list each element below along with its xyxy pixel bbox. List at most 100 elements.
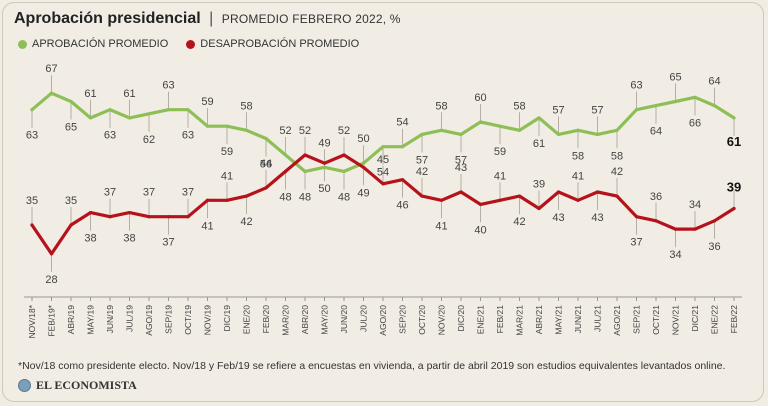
disapproval-data-point xyxy=(205,198,210,202)
disapproval-data-label: 34 xyxy=(669,249,681,261)
approval-data-point xyxy=(420,132,424,136)
disapproval-data-label: 34 xyxy=(689,199,701,211)
x-tick-label: SEP/21 xyxy=(632,305,642,334)
legend-item-disapproval: DESAPROBACIÓN PROMEDIO xyxy=(186,38,359,50)
disapproval-data-label: 39 xyxy=(727,179,741,194)
disapproval-data-point xyxy=(342,153,346,157)
disapproval-data-label: 36 xyxy=(650,191,662,203)
disapproval-data-label: 43 xyxy=(552,212,564,224)
disapproval-data-label: 35 xyxy=(65,195,77,207)
approval-data-point xyxy=(264,136,268,141)
approval-data-label: 49 xyxy=(318,137,330,149)
footnote: *Nov/18 como presidente electo. Nov/18 y… xyxy=(18,360,726,372)
approval-data-point xyxy=(186,108,190,112)
approval-data-point xyxy=(654,103,658,108)
x-tick-label: DIC/21 xyxy=(690,305,700,332)
approval-data-label: 59 xyxy=(221,146,233,158)
disapproval-data-label: 28 xyxy=(45,274,57,286)
disapproval-data-point xyxy=(517,194,522,198)
disapproval-data-point xyxy=(400,178,405,182)
approval-data-label: 58 xyxy=(572,150,584,162)
x-tick-label: FEB/22 xyxy=(729,305,739,334)
approval-data-label: 54 xyxy=(396,117,408,129)
disapproval-data-label: 41 xyxy=(201,220,213,232)
disapproval-data-point xyxy=(225,198,229,202)
x-tick-label: JUN/20 xyxy=(339,305,349,334)
disapproval-data-label: 43 xyxy=(455,162,467,174)
disapproval-data-label: 36 xyxy=(708,241,720,253)
disapproval-data-point xyxy=(556,190,561,194)
x-tick-label: JUL/21 xyxy=(593,305,603,332)
x-tick-label: ABR/19 xyxy=(66,305,76,335)
x-tick-label: NOV/19 xyxy=(203,305,213,336)
disapproval-data-point xyxy=(537,206,541,211)
disapproval-data-label: 37 xyxy=(182,187,194,199)
approval-data-label: 62 xyxy=(143,134,155,146)
x-tick-label: JUL/20 xyxy=(359,305,369,332)
x-tick-label: JUN/21 xyxy=(573,305,583,334)
disapproval-data-point xyxy=(361,165,366,169)
disapproval-data-label: 46 xyxy=(396,200,408,212)
approval-data-point xyxy=(498,124,502,128)
approval-data-label: 61 xyxy=(123,88,135,100)
x-tick-label: OCT/21 xyxy=(651,305,661,335)
approval-data-label: 52 xyxy=(279,125,291,137)
approval-data-point xyxy=(459,132,463,136)
disapproval-data-point xyxy=(30,223,34,227)
disapproval-data-point xyxy=(49,252,54,256)
approval-data-point xyxy=(244,128,249,132)
approval-data-label: 63 xyxy=(162,80,174,92)
brand: EL ECONOMISTA xyxy=(18,378,137,393)
approval-data-point xyxy=(361,161,366,165)
disapproval-data-point xyxy=(264,186,268,190)
disapproval-data-point xyxy=(498,198,502,202)
approval-data-point xyxy=(69,99,73,104)
disapproval-data-point xyxy=(634,215,639,219)
disapproval-data-label: 45 xyxy=(377,154,389,166)
approval-data-point xyxy=(556,132,561,136)
approval-data-point xyxy=(400,145,405,149)
approval-data-point xyxy=(693,95,697,99)
approval-data-point xyxy=(732,116,736,120)
disapproval-data-point xyxy=(69,223,73,227)
legend-item-approval: APROBACIÓN PROMEDIO xyxy=(18,38,168,50)
approval-data-point xyxy=(381,145,385,149)
disapproval-data-point xyxy=(283,169,288,174)
approval-data-label: 63 xyxy=(630,80,642,92)
approval-data-label: 57 xyxy=(416,154,428,166)
disapproval-data-point xyxy=(673,227,678,231)
x-tick-label: MAR/20 xyxy=(281,305,291,336)
approval-data-point xyxy=(478,120,483,124)
x-tick-label: ABR/20 xyxy=(300,305,310,335)
disapproval-data-label: 42 xyxy=(513,216,525,228)
disapproval-data-label: 44 xyxy=(260,158,272,170)
approval-data-label: 67 xyxy=(45,63,57,75)
disapproval-data-point xyxy=(576,198,580,202)
approval-data-point xyxy=(673,99,678,104)
disapproval-data-label: 42 xyxy=(611,166,623,178)
approval-data-point xyxy=(49,91,54,95)
approval-data-label: 58 xyxy=(240,100,252,112)
disapproval-data-label: 52 xyxy=(299,125,311,137)
approval-data-label: 56 xyxy=(260,159,272,171)
x-tick-label: ENE/21 xyxy=(476,305,486,335)
approval-data-point xyxy=(303,169,307,174)
approval-data-point xyxy=(127,116,132,120)
chart-title: Aprobación presidencial xyxy=(14,10,201,27)
chart-legend: APROBACIÓN PROMEDIO DESAPROBACIÓN PROMED… xyxy=(18,38,359,50)
approval-data-point xyxy=(595,132,600,136)
legend-label-approval: APROBACIÓN PROMEDIO xyxy=(32,38,169,50)
approval-data-point xyxy=(615,128,619,132)
x-tick-label: SEP/20 xyxy=(398,305,408,334)
approval-data-label: 58 xyxy=(611,150,623,162)
approval-data-point xyxy=(30,108,34,112)
x-tick-label: MAR/21 xyxy=(515,305,525,336)
x-tick-label: DIC/20 xyxy=(456,305,466,332)
approval-data-point xyxy=(283,153,288,157)
approval-data-label: 54 xyxy=(377,167,389,179)
disapproval-data-label: 37 xyxy=(104,187,116,199)
disapproval-dot-icon xyxy=(186,39,196,49)
disapproval-data-point xyxy=(381,182,385,186)
approval-data-label: 59 xyxy=(494,146,506,158)
disapproval-data-label: 37 xyxy=(143,187,155,199)
